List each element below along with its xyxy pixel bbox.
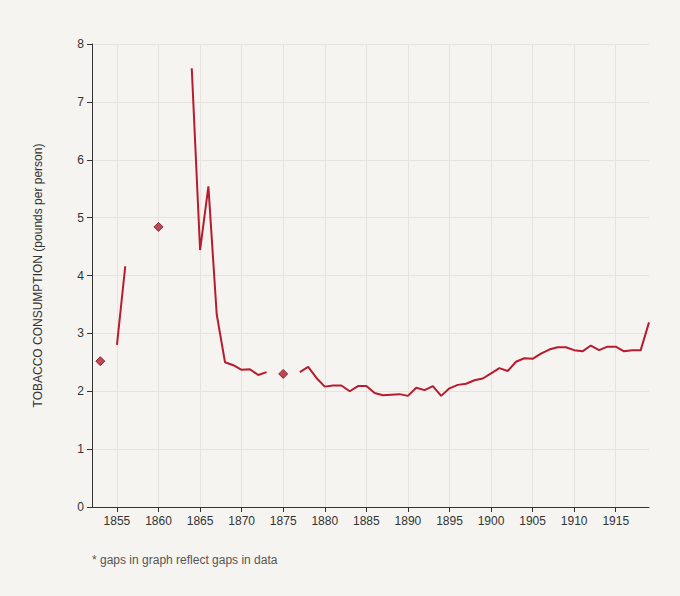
svg-text:8: 8	[77, 37, 84, 51]
svg-text:1910: 1910	[561, 514, 588, 528]
svg-text:1890: 1890	[395, 514, 422, 528]
svg-text:5: 5	[77, 211, 84, 225]
svg-text:TOBACCO CONSUMPTION (pounds pe: TOBACCO CONSUMPTION (pounds per person)	[31, 144, 45, 408]
svg-text:1885: 1885	[353, 514, 380, 528]
svg-text:1865: 1865	[187, 514, 214, 528]
svg-text:1915: 1915	[602, 514, 629, 528]
svg-text:3: 3	[77, 326, 84, 340]
svg-text:1895: 1895	[436, 514, 463, 528]
svg-text:7: 7	[77, 95, 84, 109]
svg-text:1: 1	[77, 442, 84, 456]
svg-text:4: 4	[77, 269, 84, 283]
svg-text:0: 0	[77, 500, 84, 514]
svg-text:6: 6	[77, 153, 84, 167]
svg-text:1905: 1905	[519, 514, 546, 528]
svg-text:* gaps in graph reflect gaps i: * gaps in graph reflect gaps in data	[92, 553, 278, 567]
svg-text:1875: 1875	[270, 514, 297, 528]
svg-text:1900: 1900	[478, 514, 505, 528]
svg-text:1880: 1880	[311, 514, 338, 528]
svg-text:1860: 1860	[145, 514, 172, 528]
svg-text:1855: 1855	[104, 514, 131, 528]
svg-text:2: 2	[77, 384, 84, 398]
svg-text:1870: 1870	[228, 514, 255, 528]
